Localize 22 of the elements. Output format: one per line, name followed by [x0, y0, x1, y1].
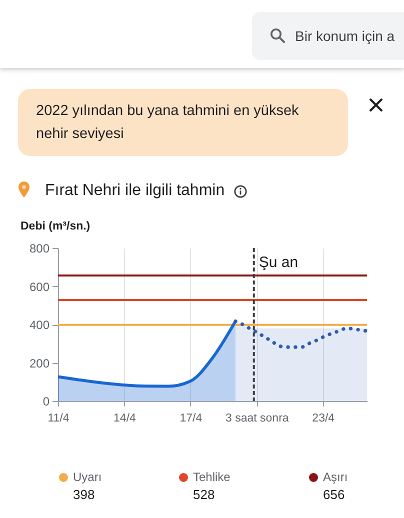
- legend-label: Tehlike: [193, 469, 230, 486]
- legend-label: Aşırı: [323, 469, 348, 486]
- y-tick-label: 800: [29, 242, 50, 256]
- chart-title: Fırat Nehri ile ilgili tahmin: [45, 181, 225, 200]
- x-tick-label: 3 saat sonra: [225, 412, 290, 424]
- x-tick-label: 17/4: [180, 412, 203, 424]
- ref-line-label: Şu an: [258, 254, 298, 271]
- x-tick-label: 23/4: [312, 412, 336, 424]
- text: 528: [193, 486, 216, 503]
- y-tick-label: 200: [29, 356, 50, 370]
- line-series: [234, 319, 369, 349]
- y-tick-label: 0: [42, 394, 50, 408]
- y-axis-title: Debi (m³/sn.): [20, 220, 90, 232]
- legend-label: Uyarı: [73, 469, 102, 486]
- note-box: 2022 yılından bu yana tahmini en yüksek nehir seviyesi: [18, 89, 348, 156]
- text: 656: [323, 486, 346, 503]
- x-tick-label: 14/4: [114, 412, 137, 424]
- x-tick-label: 11/4: [48, 412, 70, 424]
- y-tick-label: 600: [29, 280, 50, 294]
- text: 398: [73, 486, 96, 503]
- y-tick-label: 400: [29, 318, 50, 332]
- text: Bir konum için a: [295, 27, 395, 45]
